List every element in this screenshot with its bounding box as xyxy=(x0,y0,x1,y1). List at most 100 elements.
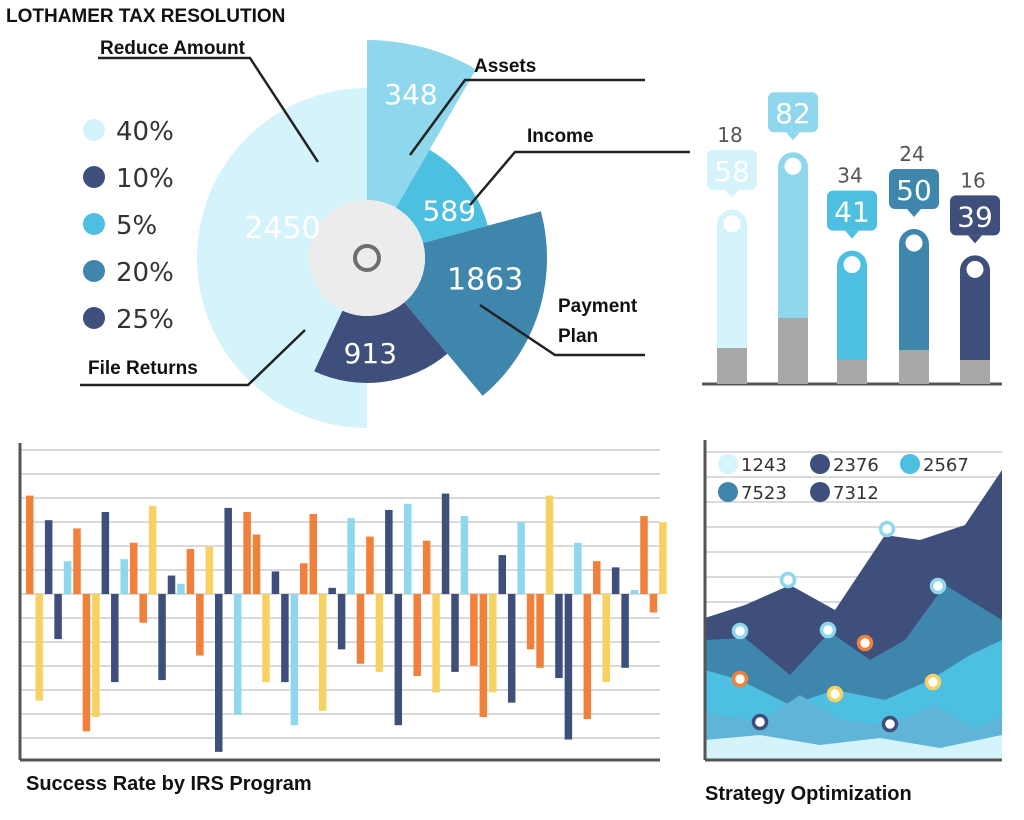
diverging-bar xyxy=(35,594,43,701)
diverging-bar xyxy=(507,594,516,703)
diverging-bar xyxy=(309,514,317,594)
diverging-bar xyxy=(44,520,53,594)
leader-line xyxy=(98,56,320,163)
radial-center-disc xyxy=(309,200,425,316)
diverging-bar xyxy=(432,594,440,693)
slice-value: 1863 xyxy=(447,263,523,298)
area-marker xyxy=(929,577,947,595)
area-marker xyxy=(924,673,942,691)
diverging-bar xyxy=(26,495,34,594)
diverging-bar xyxy=(649,594,658,613)
diverging-bar xyxy=(337,594,346,650)
lollipop-callout-tip xyxy=(968,235,982,244)
diverging-bar xyxy=(498,555,506,594)
radial-center-ring xyxy=(353,244,381,272)
area-chart: 1243 2376 2567 7523 7312 xyxy=(703,440,1002,762)
lollipop-bar-chart: 58 18 82 41 34 50 24 39 16 xyxy=(702,92,1002,386)
legend-label: 2376 xyxy=(833,455,879,476)
diverging-bar xyxy=(328,587,336,594)
legend-label: 20% xyxy=(116,258,174,288)
lollipop-bar-base xyxy=(778,318,808,384)
lollipop-bar xyxy=(899,229,929,384)
lollipop-small-label: 18 xyxy=(717,123,742,147)
diverging-bar xyxy=(479,594,488,717)
lollipop-knob xyxy=(722,213,742,234)
diverging-bar xyxy=(92,594,100,717)
lollipop-callout xyxy=(768,92,818,133)
slice-label: File Returns xyxy=(88,358,198,379)
lollipop-value: 41 xyxy=(834,196,870,229)
area-marker xyxy=(881,715,899,733)
area-marker xyxy=(856,634,874,652)
lollipop-bar-base xyxy=(717,348,747,384)
diverging-bar xyxy=(148,505,157,594)
legend-dot xyxy=(83,307,105,329)
legend-label: 7523 xyxy=(741,483,787,504)
diverging-bar xyxy=(63,561,72,594)
area-marker xyxy=(819,621,837,639)
slice-label: Income xyxy=(527,126,594,147)
lollipop-value: 39 xyxy=(957,200,993,233)
legend-label: 5% xyxy=(116,211,157,241)
legend-dot xyxy=(718,482,738,502)
lollipop-callout xyxy=(827,190,877,231)
lollipop-knob-ring xyxy=(781,154,805,178)
diverging-bar xyxy=(564,594,573,740)
diverging-bar xyxy=(281,594,289,683)
diverging-bar xyxy=(630,589,639,594)
diverging-bar xyxy=(111,594,119,683)
lollipop-callout-tip xyxy=(725,189,739,198)
diverging-bar xyxy=(555,594,563,679)
diverging-bar xyxy=(640,516,648,594)
diverging-bar xyxy=(271,571,280,594)
diverging-bar xyxy=(73,528,81,594)
legend-dot xyxy=(810,482,830,502)
slice-label: Reduce Amount xyxy=(100,38,246,59)
area-marker xyxy=(878,520,896,538)
lollipop-knob-ring xyxy=(720,212,744,236)
diverging-bar xyxy=(460,516,469,594)
diverging-bar xyxy=(356,594,365,664)
lollipop-knob xyxy=(965,259,985,280)
area-marker xyxy=(826,685,844,703)
diverging-bar xyxy=(366,536,374,594)
radial-slice xyxy=(314,302,448,384)
lollipop-bar xyxy=(837,250,867,384)
diverging-bar xyxy=(215,594,223,752)
diverging-bar xyxy=(318,594,327,711)
diverging-bar xyxy=(611,567,620,594)
legend-dot xyxy=(810,454,830,474)
slice-value: 2450 xyxy=(244,211,320,246)
diverging-bar xyxy=(375,594,384,672)
diverging-bar xyxy=(186,548,195,594)
legend-dot xyxy=(83,213,105,235)
radial-slice xyxy=(396,149,488,243)
lollipop-callout xyxy=(889,169,939,209)
diverging-bar xyxy=(300,563,308,594)
lollipop-callout xyxy=(707,149,757,190)
radial-slice xyxy=(404,211,547,396)
diverging-bar xyxy=(158,594,166,681)
page-title: LOTHAMER TAX RESOLUTION xyxy=(6,6,285,27)
diverging-bar xyxy=(290,594,299,726)
lollipop-small-label: 16 xyxy=(960,168,985,192)
diverging-bar xyxy=(205,546,214,594)
lollipop-knob-ring xyxy=(963,257,987,281)
diverging-bar xyxy=(602,594,610,683)
diverging-bar-chart xyxy=(18,443,667,762)
area-marker xyxy=(779,571,797,589)
diverging-bar xyxy=(252,534,261,594)
legend-label: 25% xyxy=(116,305,174,335)
diverging-bar xyxy=(167,575,176,594)
lollipop-knob xyxy=(842,254,862,275)
diverging-bar xyxy=(441,493,450,594)
diverging-bar xyxy=(451,594,459,672)
diverging-bar xyxy=(536,594,544,668)
lollipop-small-label: 34 xyxy=(837,164,862,188)
slice-label: Assets xyxy=(474,56,536,77)
diverging-bar xyxy=(262,594,270,683)
legend-dot xyxy=(83,260,105,282)
diverging-bar xyxy=(129,542,138,594)
diverging-bar xyxy=(526,594,535,650)
diverging-bar xyxy=(54,594,62,640)
